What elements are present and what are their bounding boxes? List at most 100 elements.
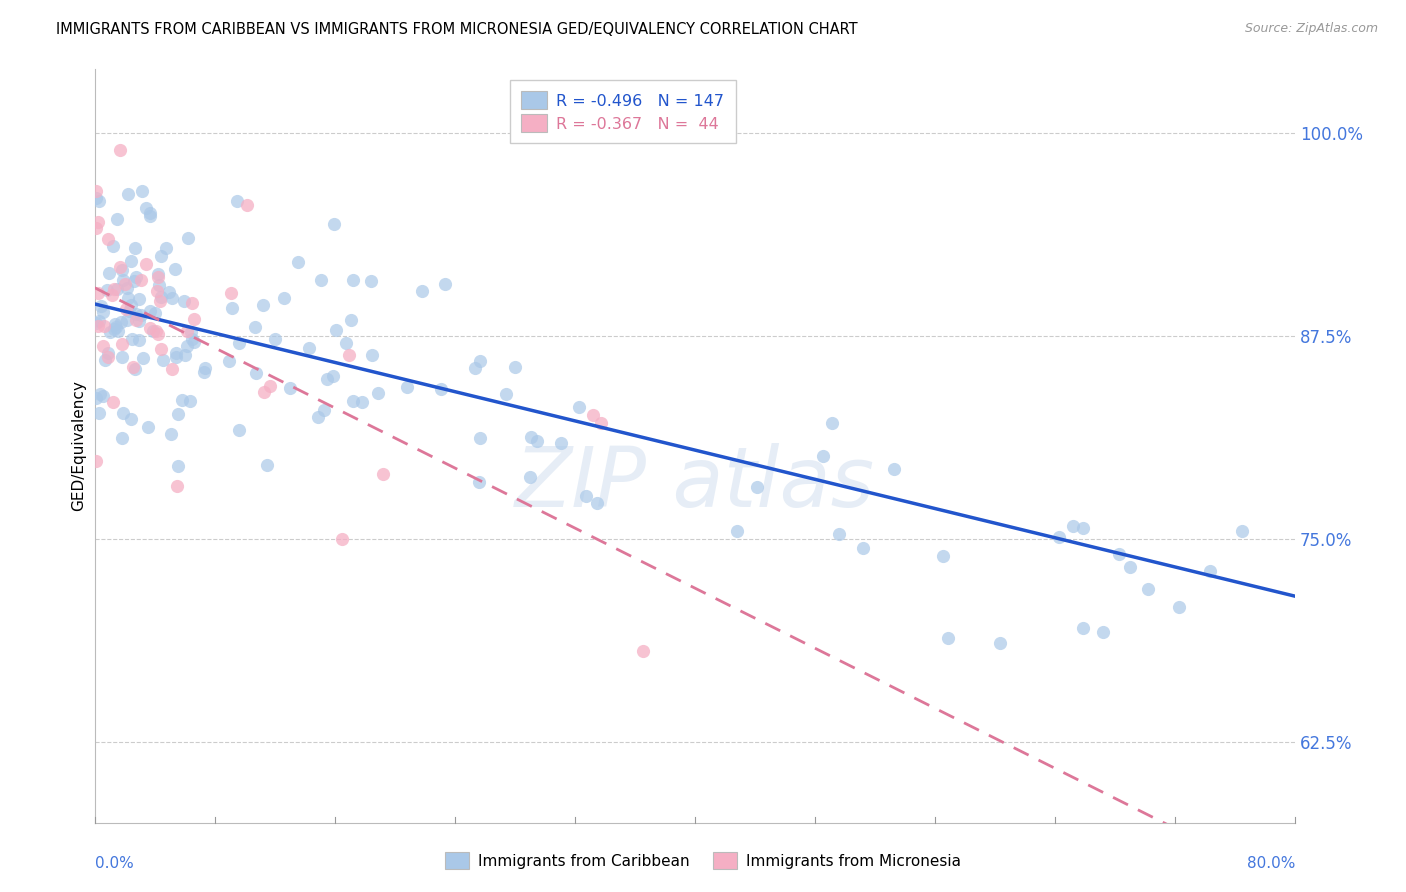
Text: ZIP atlas: ZIP atlas [515,443,875,524]
Point [526,434,548,448]
Point [125,270,148,285]
Point [252,298,274,312]
Point [98,325,121,339]
Point [157,285,180,299]
Point [96,283,118,297]
Point [145,324,167,338]
Point [1073,621,1095,635]
Point [253,385,276,400]
Point [84,454,107,468]
Point [335,335,357,350]
Point [114,277,136,292]
Point [193,365,215,379]
Point [160,362,183,376]
Point [325,323,347,337]
Point [263,332,285,346]
Point [97,346,120,360]
Point [103,239,125,253]
Point [167,407,190,421]
Point [160,427,183,442]
Point [87,285,110,300]
Point [103,322,125,336]
Point [122,360,145,375]
Point [360,274,382,288]
Point [117,291,139,305]
Point [582,408,605,422]
Point [105,212,128,227]
Point [163,261,186,276]
Point [312,402,335,417]
Point [118,303,141,318]
Point [330,532,353,546]
Point [218,354,240,368]
Point [430,382,453,396]
Point [108,260,131,275]
Point [146,326,169,341]
Point [811,449,834,463]
Point [1137,582,1160,597]
Point [98,266,121,280]
Point [128,314,150,328]
Y-axis label: GED/Equivalency: GED/Equivalency [72,381,86,511]
Point [342,273,364,287]
Point [883,461,905,475]
Point [932,549,955,563]
Point [149,293,172,308]
Point [112,273,135,287]
Point [936,631,959,645]
Point [124,241,146,255]
Point [183,334,205,349]
Point [128,293,150,307]
Point [93,319,115,334]
Point [105,282,128,296]
Point [129,309,152,323]
Point [120,254,142,268]
Point [1230,524,1253,538]
Point [337,348,360,362]
Point [146,284,169,298]
Point [91,305,114,319]
Point [520,430,543,444]
Point [135,257,157,271]
Point [124,362,146,376]
Point [138,321,160,335]
Point [468,354,491,368]
Point [86,221,108,235]
Point [120,411,142,425]
Point [495,387,517,401]
Point [84,191,107,205]
Point [152,352,174,367]
Point [586,496,609,510]
Point [103,282,125,296]
Point [84,184,107,198]
Point [181,332,204,346]
Point [125,307,148,321]
Point [139,304,162,318]
Point [259,379,281,393]
Point [396,380,419,394]
Point [342,394,364,409]
Point [87,215,110,229]
Point [1091,624,1114,639]
Point [91,388,114,402]
Point [111,263,134,277]
Point [322,368,344,383]
Point [87,406,110,420]
Point [589,416,612,430]
Point [1119,560,1142,574]
Point [122,274,145,288]
Point [111,431,134,445]
Point [103,395,125,409]
Point [194,361,217,376]
Point [132,351,155,365]
Point [165,350,187,364]
Point [298,341,321,355]
Point [228,423,250,437]
Point [149,290,172,304]
Point [273,291,295,305]
Point [181,295,204,310]
Point [104,317,127,331]
Point [221,286,243,301]
Point [90,299,112,313]
Point [146,268,169,282]
